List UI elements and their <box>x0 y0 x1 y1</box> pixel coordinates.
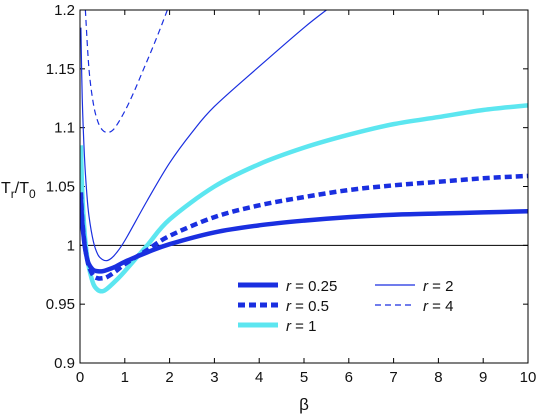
x-tick-label: 4 <box>255 369 263 386</box>
legend-item-r025: r = 0.25 <box>238 278 337 295</box>
x-axis-ticks: 0 1 2 3 4 5 6 7 8 9 10 <box>76 10 537 386</box>
series-line-r-2 <box>80 10 327 262</box>
x-tick-label: 10 <box>520 369 537 386</box>
legend-label-r025: r = 0.25 <box>286 278 337 295</box>
x-tick-label: 0 <box>76 369 84 386</box>
legend-item-r2: r = 2 <box>375 278 453 295</box>
y-tick-label: 1.1 <box>54 120 75 137</box>
y-tick-label: 0.9 <box>54 355 75 372</box>
legend-label-r4: r = 4 <box>423 298 453 315</box>
y-tick-label: 1.05 <box>46 179 75 196</box>
legend-item-r1: r = 1 <box>238 318 316 335</box>
x-tick-label: 9 <box>479 369 487 386</box>
x-tick-label: 2 <box>165 369 173 386</box>
y-axis-label-sub1: r <box>11 187 15 201</box>
y-axis-label-slash: /T <box>15 180 29 197</box>
x-tick-label: 7 <box>389 369 397 386</box>
series-line-r-0-25 <box>80 196 528 274</box>
y-tick-label: 0.95 <box>46 296 75 313</box>
x-tick-label: 8 <box>434 369 442 386</box>
y-tick-label: 1 <box>67 237 75 254</box>
x-tick-label: 5 <box>300 369 308 386</box>
legend-item-r4: r = 4 <box>375 298 453 315</box>
x-axis-label: β <box>299 395 309 414</box>
series-layer <box>80 10 528 294</box>
plot-frame <box>79 9 529 364</box>
y-axis-ticks: 0.9 0.95 1 1.05 1.1 1.15 1.2 <box>46 2 528 372</box>
legend: r = 0.25 r = 0.5 r = 1 r = 2 r = 4 <box>238 278 453 335</box>
legend-label-r2: r = 2 <box>423 278 453 295</box>
legend-label-r05: r = 0.5 <box>286 298 329 315</box>
x-tick-label: 3 <box>210 369 218 386</box>
x-tick-label: 1 <box>121 369 129 386</box>
y-tick-label: 1.2 <box>54 2 75 19</box>
series-line-r-0-5 <box>80 173 528 281</box>
series-line-r-4 <box>84 10 168 134</box>
y-axis-label: Tr/T0 <box>1 180 36 201</box>
y-axis-label-base: T <box>1 180 11 197</box>
y-axis-label-sub2: 0 <box>29 187 36 201</box>
legend-label-r1: r = 1 <box>286 318 316 335</box>
x-tick-label: 6 <box>345 369 353 386</box>
legend-item-r05: r = 0.5 <box>238 298 329 315</box>
y-tick-label: 1.15 <box>46 61 75 78</box>
